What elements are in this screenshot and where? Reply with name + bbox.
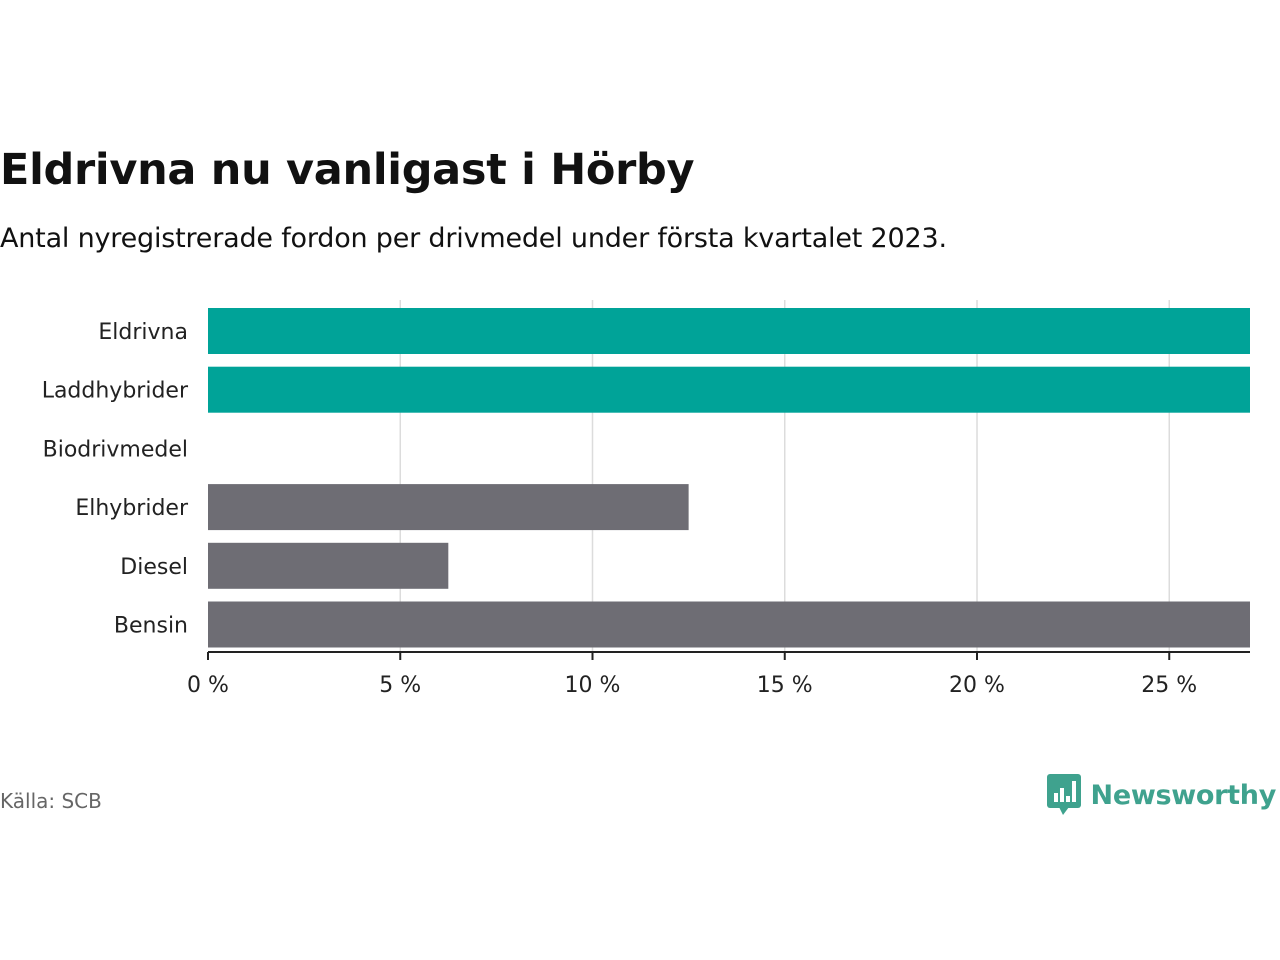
- bar-laddhybrider: [208, 366, 1250, 413]
- x-axis: 0 % 5 % 10 % 15 % 20 % 25 %: [187, 651, 1250, 698]
- brand-logo: Newsworthy: [1046, 774, 1277, 816]
- gridlines: [399, 300, 1171, 652]
- x-tick-label: 20 %: [949, 673, 1005, 698]
- category-label: Elhybrider: [75, 496, 189, 521]
- x-tick-label: 5 %: [379, 673, 421, 698]
- bar-eldrivna: [208, 308, 1250, 354]
- chart-title: Eldrivna nu vanligast i Hörby: [0, 145, 695, 195]
- x-tick-label: 0 %: [187, 673, 229, 698]
- chart-subtitle: Antal nyregistrerade fordon per drivmede…: [0, 223, 947, 254]
- source-note: Källa: SCB: [0, 789, 102, 813]
- category-label: Bensin: [114, 614, 188, 639]
- x-tick-label: 10 %: [565, 673, 621, 698]
- bar-chart: Eldrivna Laddhybrider Biodrivmedel Elhybrid…: [42, 300, 1250, 698]
- category-label: Biodrivmedel: [43, 437, 188, 462]
- category-labels: Eldrivna Laddhybrider Biodrivmedel Elhybrid…: [42, 320, 189, 639]
- category-label: Laddhybrider: [42, 379, 189, 404]
- bars: [208, 308, 1250, 648]
- bar-bensin: [208, 601, 1250, 648]
- category-label: Diesel: [120, 555, 188, 580]
- brand-name: Newsworthy: [1090, 779, 1277, 811]
- bar-chart-speech-bubble-icon: [1046, 774, 1081, 815]
- x-tick-label: 15 %: [757, 673, 813, 698]
- category-label: Eldrivna: [98, 320, 188, 345]
- bar-diesel: [208, 542, 449, 589]
- x-tick-label: 25 %: [1141, 673, 1197, 698]
- bar-elhybrider: [208, 484, 689, 531]
